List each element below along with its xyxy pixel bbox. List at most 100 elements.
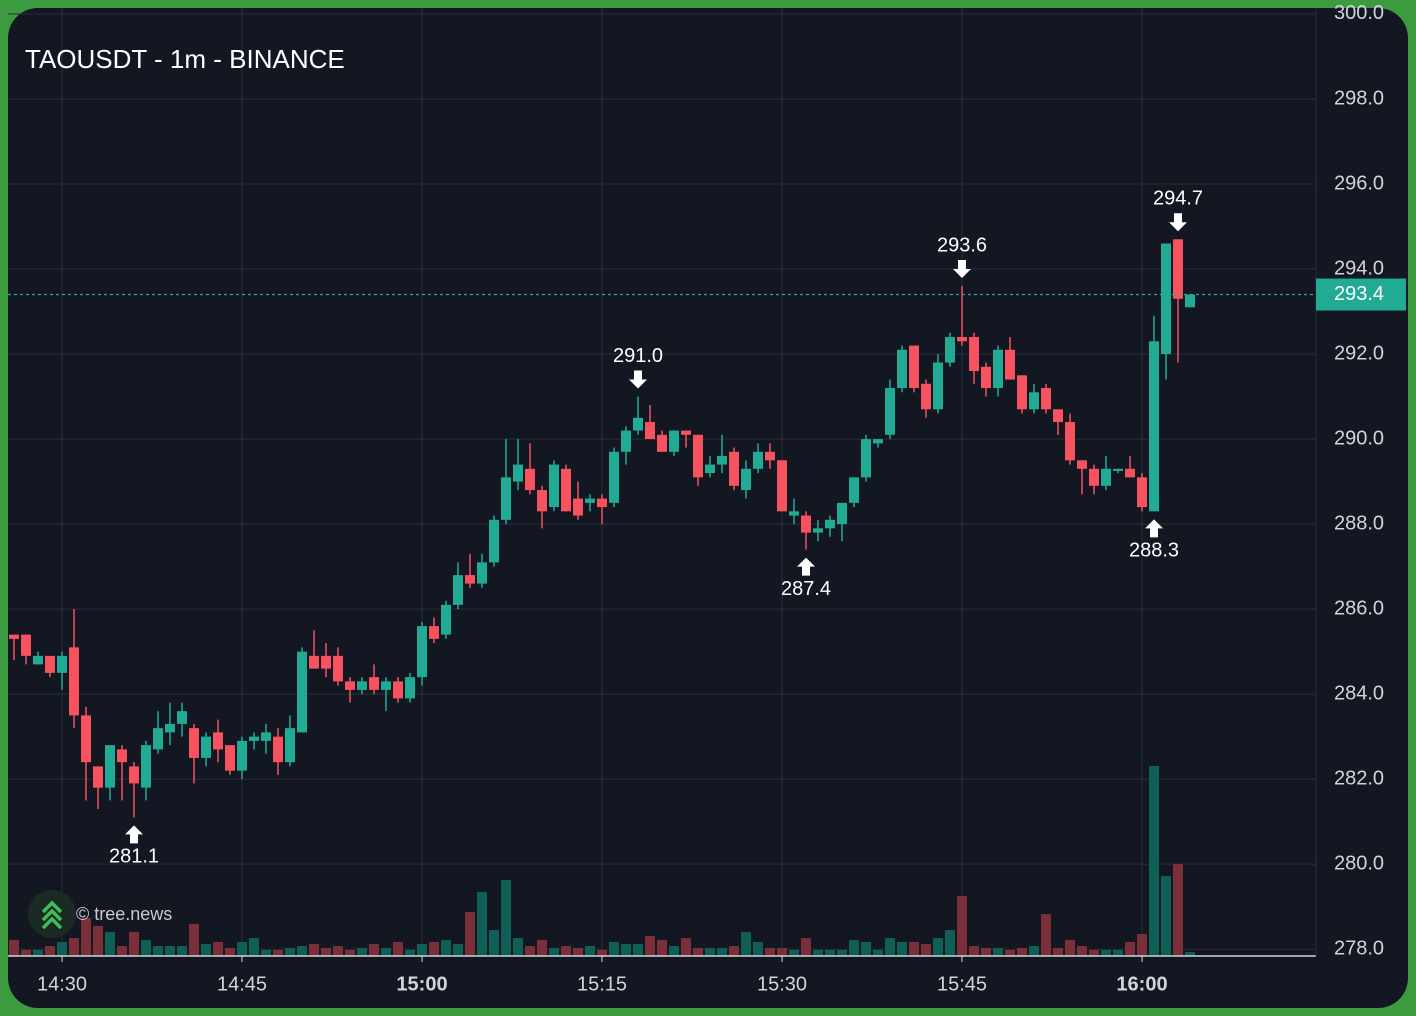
candle-body	[969, 337, 979, 372]
volume-bar	[237, 942, 247, 956]
annotation-label: 281.1	[109, 846, 159, 868]
candle-body	[861, 439, 871, 478]
volume-bar	[657, 940, 667, 956]
volume-bar	[1017, 948, 1027, 956]
candle-body	[249, 736, 259, 741]
candle-body	[777, 460, 787, 512]
candle-body	[825, 519, 835, 529]
candle-body	[21, 634, 31, 656]
volume-bar	[621, 944, 631, 956]
volume-bar	[129, 932, 139, 956]
candle-body	[705, 464, 715, 474]
candle-body	[225, 745, 235, 771]
volume-bar	[753, 942, 763, 956]
volume-bar	[9, 940, 19, 956]
volume-bar	[453, 944, 463, 956]
volume-bar	[909, 942, 919, 956]
candle-body	[129, 766, 139, 784]
volume-bar	[585, 946, 595, 956]
volume-bar	[225, 948, 235, 956]
candle-body	[477, 562, 487, 584]
volume-bar	[1005, 950, 1015, 956]
candle-body	[321, 655, 331, 669]
candle-body	[525, 468, 535, 491]
volume-bar	[1053, 948, 1063, 956]
candle-body	[189, 728, 199, 758]
volume-bar	[309, 944, 319, 956]
plot-area	[8, 239, 1316, 956]
candle-body	[381, 681, 391, 690]
volume-bar	[369, 944, 379, 956]
volume-bar	[213, 942, 223, 956]
annotation-label: 294.7	[1153, 188, 1203, 210]
volume-bar	[969, 946, 979, 956]
candle-body	[441, 604, 451, 635]
candle-body	[57, 655, 67, 673]
volume-bar	[573, 948, 583, 956]
volume-bar	[885, 938, 895, 956]
candle-body	[33, 655, 43, 665]
candle-body	[885, 388, 895, 435]
volume-bar	[741, 932, 751, 956]
candle-body	[1173, 239, 1183, 299]
candle-body	[465, 575, 475, 584]
x-tick-label: 14:45	[217, 973, 267, 995]
last-price-badge	[1316, 278, 1406, 311]
candle-body	[453, 575, 463, 605]
x-tick-label: 15:00	[396, 973, 447, 995]
candle-body	[1077, 460, 1087, 469]
x-tick-label: 14:30	[37, 973, 87, 995]
grid	[8, 8, 1316, 956]
candle-body	[141, 745, 151, 788]
candle-body	[333, 655, 343, 682]
volume-bar	[825, 950, 835, 956]
y-tick-label: 300.0	[1334, 2, 1384, 24]
volume-bar	[45, 946, 55, 956]
candle-body	[177, 711, 187, 724]
candle-body	[765, 451, 775, 461]
volume-bar	[69, 938, 79, 956]
candle-body	[993, 349, 1003, 389]
volume-bar	[669, 946, 679, 956]
volume-bar	[177, 946, 187, 956]
volume-bar	[921, 944, 931, 956]
annotation-arrow	[1169, 213, 1187, 232]
volume-bar	[429, 942, 439, 956]
volume-bar	[765, 948, 775, 956]
candle-body	[813, 528, 823, 533]
volume-bar	[81, 918, 91, 956]
volume-bar	[729, 946, 739, 956]
candle-body	[1149, 341, 1159, 512]
y-tick-label: 282.0	[1334, 767, 1384, 789]
candle-body	[897, 349, 907, 389]
candle-body	[1005, 349, 1015, 380]
watermark-logo	[28, 890, 76, 938]
candle-body	[1017, 375, 1027, 410]
candle-body	[789, 511, 799, 516]
candle-body	[285, 728, 295, 763]
volume-bar	[981, 948, 991, 956]
candle-body	[945, 337, 955, 363]
candle-body	[645, 422, 655, 440]
candle-body	[369, 677, 379, 690]
y-tick-label: 280.0	[1334, 852, 1384, 874]
volume-bar	[549, 948, 559, 956]
volume-bar	[345, 950, 355, 956]
volume-bar	[189, 924, 199, 956]
volume-bar	[165, 946, 175, 956]
axes: 278.0 280.0 282.0 284.0 286.0 288.0 290.0 292.0…	[37, 2, 1406, 995]
candle-body	[345, 681, 355, 690]
volume-bar	[597, 950, 607, 956]
volume-bar	[693, 948, 703, 956]
y-tick-label: 290.0	[1334, 427, 1384, 449]
volume-bar	[681, 938, 691, 956]
candle-body	[921, 383, 931, 410]
volume-bar	[537, 940, 547, 956]
candle-body	[1065, 422, 1075, 461]
watermark-icon	[41, 900, 63, 930]
annotation-arrow	[125, 825, 143, 844]
candle-body	[417, 626, 427, 678]
y-tick-label: 298.0	[1334, 87, 1384, 109]
candle-body	[1125, 468, 1135, 478]
x-tick-label: 15:30	[757, 973, 807, 995]
